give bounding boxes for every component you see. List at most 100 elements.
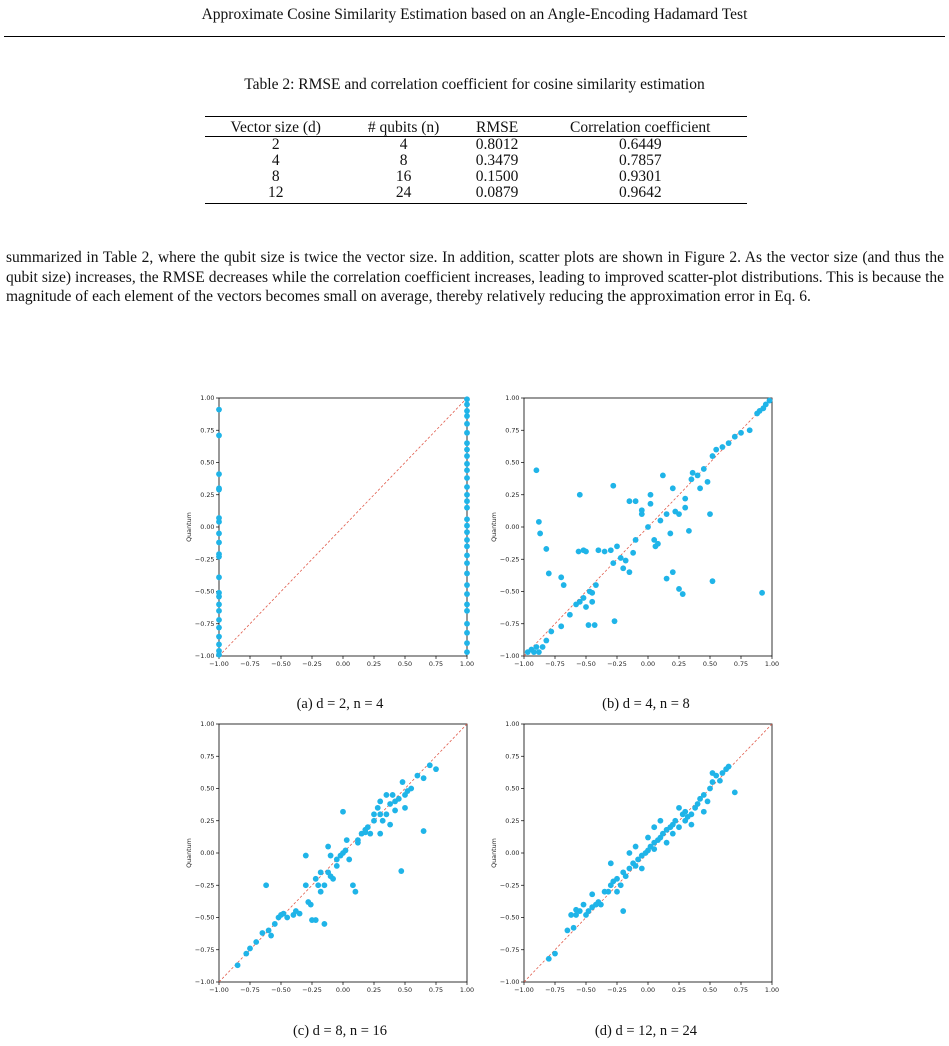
column-header: RMSE <box>460 116 534 137</box>
data-point <box>614 543 620 550</box>
data-point <box>635 856 641 863</box>
data-point <box>333 863 340 869</box>
data-point <box>686 527 692 534</box>
table-row: 8 16 0.1500 0.9301 <box>205 169 747 185</box>
data-point <box>531 649 537 656</box>
column-header: Vector size (d) <box>205 116 347 137</box>
data-point <box>630 549 637 556</box>
data-point <box>645 524 651 530</box>
data-point <box>377 811 384 818</box>
data-point <box>617 555 624 561</box>
data-point <box>709 453 716 459</box>
data-point <box>433 766 439 773</box>
y-tick-label: −0.25 <box>195 881 215 889</box>
scatter-svg: −1.00 −0.75 −0.50 −0.25 0.00 0.25 0.50 0.75 1.00… <box>185 394 474 668</box>
data-point <box>243 950 250 957</box>
data-point <box>731 433 738 440</box>
data-point <box>694 801 701 807</box>
data-point <box>362 826 369 833</box>
y-tick-label: 0.25 <box>505 817 519 825</box>
data-point <box>464 504 470 511</box>
data-point <box>395 795 402 802</box>
data-point <box>327 852 334 859</box>
subfigure-caption-b: (b) d = 4, n = 8 <box>602 696 690 712</box>
data-point <box>247 945 253 952</box>
x-tick-label: 0.75 <box>734 986 748 994</box>
data-point <box>725 440 732 447</box>
y-axis-label: Quantum <box>185 838 193 868</box>
data-point <box>638 865 645 872</box>
data-point <box>651 839 658 846</box>
data-point <box>539 644 546 650</box>
data-point <box>651 537 658 543</box>
data-point <box>389 792 396 798</box>
data-point <box>464 396 470 403</box>
y-tick-label: −1.00 <box>500 652 520 660</box>
data-point <box>533 467 540 474</box>
data-point <box>402 804 408 811</box>
data-point <box>626 850 633 856</box>
data-point <box>312 917 319 923</box>
y-axis-label: Quantum <box>490 838 498 868</box>
data-point <box>694 472 701 479</box>
data-point <box>632 863 639 869</box>
data-point <box>216 593 222 600</box>
data-point <box>626 569 633 576</box>
data-point <box>216 616 222 623</box>
y-tick-label: 0.75 <box>505 752 519 760</box>
data-point <box>766 397 773 404</box>
data-point <box>558 623 565 630</box>
data-point <box>464 629 470 636</box>
data-point <box>707 785 713 792</box>
data-point <box>614 875 620 882</box>
table-cell: 0.9642 <box>533 185 747 204</box>
data-point <box>593 582 599 588</box>
data-point <box>464 467 470 474</box>
y-tick-label: −0.75 <box>195 946 215 954</box>
data-point <box>622 873 629 880</box>
data-point <box>464 440 470 447</box>
x-tick-label: 0.00 <box>336 986 350 994</box>
scatter-svg: −1.00 −0.75 −0.50 −0.25 0.00 0.25 0.50 0.75 1.00… <box>490 394 779 668</box>
data-point <box>647 491 654 498</box>
data-point <box>464 475 470 481</box>
data-point <box>379 817 386 824</box>
data-point <box>632 843 639 850</box>
data-point <box>216 651 222 658</box>
data-point <box>464 640 470 646</box>
x-tick-label: −1.00 <box>514 986 534 994</box>
scatter-plot-b: −1.00 −0.75 −0.50 −0.25 0.00 0.25 0.50 0.75 1.00… <box>488 392 780 668</box>
data-point <box>573 912 579 918</box>
data-point <box>325 843 332 850</box>
data-point <box>610 560 617 567</box>
data-point <box>216 471 222 478</box>
data-point <box>583 548 589 555</box>
data-point <box>464 601 470 608</box>
data-point <box>464 591 470 597</box>
x-tick-label: −0.50 <box>271 660 291 668</box>
x-tick-label: 0.75 <box>734 660 748 668</box>
x-tick-label: 0.50 <box>398 986 412 994</box>
table-cell: 16 <box>395 168 412 185</box>
data-point <box>620 565 627 572</box>
data-point <box>651 846 658 853</box>
x-tick-label: −1.00 <box>209 986 229 994</box>
data-point <box>704 478 711 485</box>
data-point <box>552 950 558 957</box>
x-tick-label: −0.50 <box>576 660 596 668</box>
table-cell: 0.7857 <box>618 152 662 169</box>
data-point <box>672 817 679 824</box>
scatter-plot-d: −1.00 −0.75 −0.50 −0.25 0.00 0.25 0.50 0.75 1.00… <box>488 718 780 994</box>
data-point <box>535 518 542 525</box>
x-tick-label: 1.00 <box>460 660 474 668</box>
table-cell: 0.0879 <box>460 185 534 204</box>
data-point <box>350 882 356 889</box>
data-point <box>464 649 470 656</box>
y-axis-label: Quantum <box>490 512 498 542</box>
data-point <box>420 775 427 782</box>
data-point <box>595 547 602 554</box>
data-point <box>605 888 612 895</box>
data-point <box>216 432 222 439</box>
y-tick-label: −0.25 <box>195 555 215 563</box>
data-point <box>216 641 222 648</box>
